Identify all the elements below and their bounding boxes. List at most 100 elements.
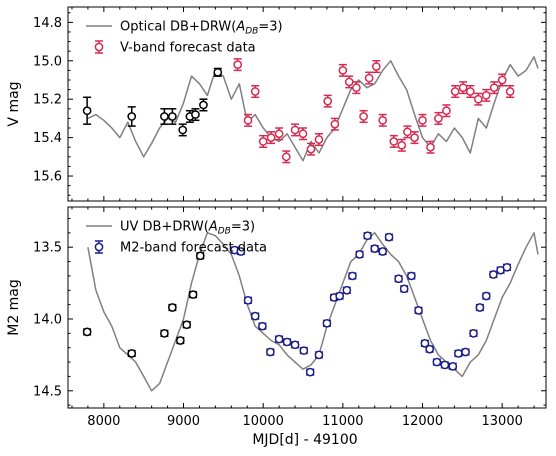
axes-frame [67, 6, 547, 202]
data-point [282, 337, 292, 347]
data-point [371, 60, 381, 74]
y-tick-label: 15.6 [33, 170, 62, 185]
data-point [274, 334, 284, 344]
data-point [342, 285, 352, 295]
x-tick-label: 9000 [167, 414, 200, 429]
x-axis-label: MJD[d] - 49100 [252, 432, 357, 448]
data-point [82, 327, 92, 337]
data-point [397, 138, 407, 152]
y-tick-label: 13.5 [33, 241, 62, 256]
legend: UV DB+DRW(ADB=3) M2-band forecast data [86, 220, 267, 256]
plot-area [82, 231, 539, 392]
data-point [489, 81, 499, 95]
legend-label-model: UV DB+DRW(ADB=3) [120, 220, 255, 237]
data-point [188, 290, 198, 299]
data-point [348, 271, 357, 281]
data-point [481, 88, 491, 102]
data-point [168, 108, 177, 125]
data-point [496, 265, 505, 275]
data-point [233, 58, 243, 72]
legend-label-forecast: V-band forecast data [120, 41, 256, 56]
data-point [175, 336, 185, 345]
data-point [505, 85, 515, 99]
data-point [461, 347, 470, 357]
x-tick-label: 12000 [402, 414, 443, 429]
data-point [127, 106, 137, 127]
data-point [489, 270, 498, 279]
data-point [407, 271, 416, 281]
data-point [497, 73, 507, 87]
y-axis-label: V mag [6, 81, 22, 126]
data-point [352, 81, 361, 95]
x-tick-label: 13000 [482, 414, 523, 429]
data-point [258, 321, 267, 331]
data-point [160, 328, 169, 338]
axes-frame [67, 206, 547, 409]
data-point [298, 127, 308, 141]
data-point [250, 85, 260, 99]
data-point [370, 244, 380, 253]
data-point [399, 284, 409, 294]
data-point [454, 349, 463, 358]
data-point [410, 131, 419, 145]
legend-label-forecast: M2-band forecast data [120, 241, 267, 256]
data-point [389, 134, 399, 148]
data-point [364, 71, 374, 85]
data-point [450, 85, 460, 99]
y-tick-label: 15.2 [33, 93, 62, 108]
data-point [330, 117, 340, 131]
model-curve [87, 56, 539, 162]
data-point [314, 350, 324, 360]
data-point [440, 360, 450, 370]
data-point [394, 274, 403, 284]
data-point [425, 344, 435, 354]
data-point [344, 75, 354, 89]
data-point [432, 357, 442, 367]
data-point [434, 111, 443, 125]
data-point [266, 131, 276, 145]
data-point [481, 291, 491, 301]
data-point [323, 94, 333, 108]
x-tick-label: 10000 [243, 414, 284, 429]
legend-marker-swatch [94, 242, 104, 252]
legend: Optical DB+DRW(ADB=3) V-band forecast dat… [86, 20, 283, 56]
data-point [306, 142, 316, 156]
data-point [258, 134, 268, 148]
y-tick-label: 14.5 [33, 384, 62, 399]
y-tick-label: 15.0 [33, 54, 62, 69]
data-point [378, 247, 388, 256]
data-point [355, 250, 364, 259]
data-point [363, 231, 372, 241]
data-point [305, 367, 315, 377]
data-point [274, 127, 284, 141]
data-point [473, 92, 483, 106]
data-point [127, 349, 137, 358]
x-tick-label: 8000 [87, 414, 120, 429]
legend-marker-swatch [94, 42, 104, 52]
data-point [384, 232, 394, 242]
data-point [281, 150, 291, 164]
y-tick-label: 14.0 [33, 312, 62, 327]
data-point [465, 85, 475, 99]
data-point [243, 113, 253, 127]
data-point [335, 291, 345, 301]
data-point [82, 96, 92, 125]
data-point [475, 303, 485, 312]
data-point [266, 347, 275, 357]
data-point [178, 123, 188, 137]
y-axis-label: M2 mag [6, 279, 22, 336]
data-point [448, 362, 458, 371]
data-point [322, 318, 332, 328]
data-point [299, 346, 309, 355]
data-point [418, 113, 427, 127]
top-panel: 14.8 15.0 15.2 15.4 15.6 V mag Optical DB+DRW(… [6, 6, 547, 202]
data-point [338, 63, 348, 77]
bottom-panel: 8000 9000 10000 11000 12000 13000 13.5 14.0 14.5… [6, 206, 547, 429]
data-point [243, 295, 253, 305]
data-point [414, 306, 423, 315]
model-curve [87, 232, 539, 392]
data-point [442, 104, 451, 118]
legend-label-model: Optical DB+DRW(ADB=3) [120, 20, 283, 37]
y-tick-label: 15.4 [33, 131, 62, 146]
